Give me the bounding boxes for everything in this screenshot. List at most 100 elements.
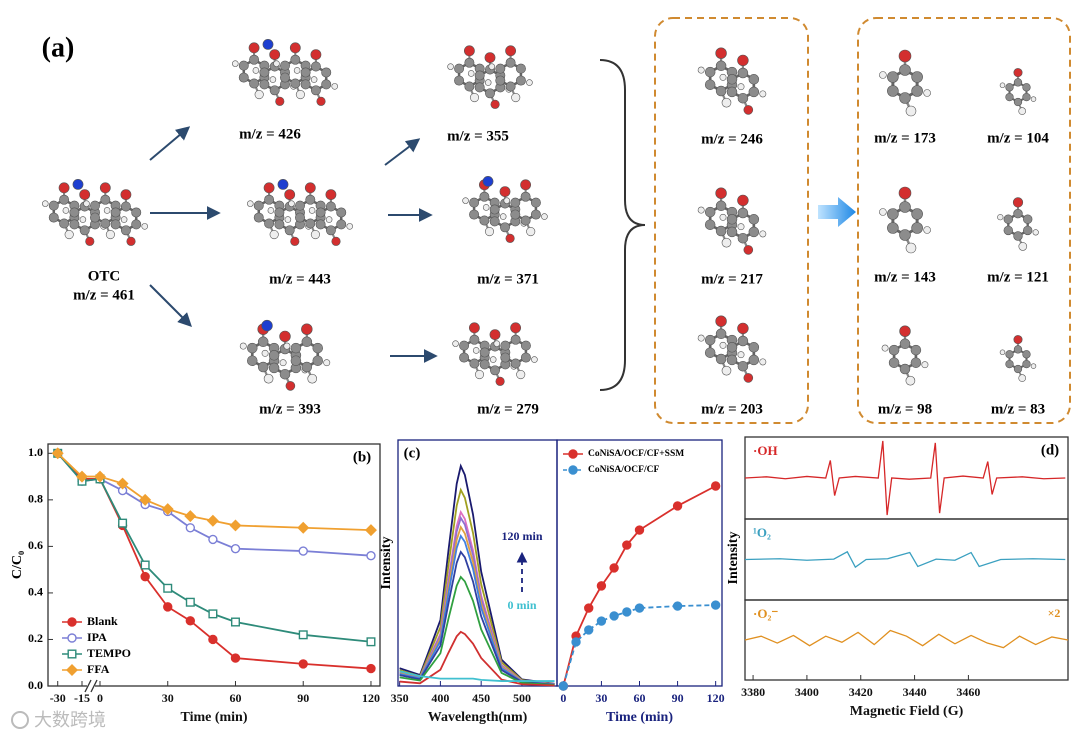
node-label: m/z = 279 (477, 401, 539, 417)
marker (163, 602, 173, 612)
atom (469, 197, 480, 208)
annotation: ×2 (1048, 606, 1061, 620)
atom (310, 230, 320, 240)
atom (1013, 364, 1023, 374)
x-tick-label: 3380 (741, 685, 765, 699)
atom (120, 225, 131, 236)
atom (1013, 68, 1023, 78)
atom (489, 356, 497, 363)
marker (184, 510, 197, 523)
atom (257, 361, 269, 373)
atom (726, 342, 738, 353)
marker (634, 525, 645, 535)
atom (704, 219, 716, 230)
atom (284, 189, 296, 200)
atom (697, 66, 705, 74)
plot-frame (556, 439, 723, 687)
y-axis-label: Intensity (726, 532, 741, 585)
atom (721, 365, 732, 376)
marker (558, 681, 569, 691)
atom (83, 200, 90, 207)
axis-break (84, 679, 92, 693)
atom (910, 344, 922, 356)
atom (1005, 92, 1014, 102)
atom (232, 60, 239, 67)
node-label: m/z = 355 (447, 128, 509, 144)
atom (295, 212, 305, 223)
atom (737, 351, 745, 359)
atom (304, 182, 316, 194)
watermark-icon (11, 711, 29, 729)
atom (274, 219, 285, 230)
y-axis-label: C/C₀ (10, 551, 25, 579)
panel-label: (d) (1041, 442, 1059, 458)
atom (520, 352, 531, 363)
node-label: m/z = 371 (477, 271, 539, 287)
atom (1022, 83, 1031, 92)
atom (511, 93, 521, 103)
atom (263, 373, 274, 384)
x-tick-label: 60 (634, 691, 646, 705)
atom (530, 197, 541, 208)
annotation: 120 min (501, 529, 542, 543)
atom (259, 67, 270, 78)
atom (253, 212, 264, 223)
atom (290, 355, 302, 366)
atom (257, 336, 269, 348)
atom (881, 344, 889, 352)
atom (308, 207, 316, 214)
atom (743, 245, 754, 255)
atom (499, 186, 511, 197)
atom (90, 212, 100, 223)
atom (279, 359, 287, 367)
atom (110, 207, 121, 218)
x-tick-label: -15 (74, 691, 90, 705)
x-axis-label: Time (min) (180, 710, 247, 725)
atom (284, 216, 292, 223)
atom (247, 355, 258, 366)
atom (899, 229, 911, 241)
marker (118, 518, 128, 528)
atom (310, 61, 321, 72)
marker (140, 560, 150, 570)
atom (899, 64, 911, 76)
marker (94, 470, 106, 483)
atom (721, 237, 732, 248)
atom (259, 79, 270, 90)
atom (510, 322, 522, 334)
atom (301, 361, 313, 373)
atom (79, 189, 91, 200)
atom (336, 219, 347, 230)
x-tick-label: 350 (391, 691, 409, 705)
atom (1005, 83, 1014, 92)
marker (76, 470, 88, 483)
atom (126, 236, 136, 246)
atom (743, 105, 754, 115)
atom (737, 67, 749, 79)
atom (505, 233, 515, 243)
atom (289, 42, 301, 54)
atom (72, 178, 84, 190)
atom (277, 178, 289, 190)
marker (366, 637, 376, 647)
x-tick-label: 400 (431, 691, 449, 705)
atom (447, 63, 454, 70)
atom (316, 96, 326, 106)
atom (1030, 363, 1037, 369)
x-tick-label: 120 (707, 691, 725, 705)
atom (899, 201, 911, 213)
node-label: m/z = 203 (701, 401, 763, 417)
atom (1005, 359, 1014, 369)
atom (469, 334, 480, 345)
atom (493, 340, 501, 347)
atom (737, 92, 749, 104)
atom (85, 236, 95, 246)
atom (312, 342, 323, 354)
series-line (399, 533, 555, 686)
atom (515, 63, 526, 74)
atom (911, 222, 923, 234)
atom (503, 197, 511, 204)
atom (279, 368, 291, 380)
atom (284, 225, 295, 236)
y-tick-label: 0.2 (28, 631, 43, 645)
